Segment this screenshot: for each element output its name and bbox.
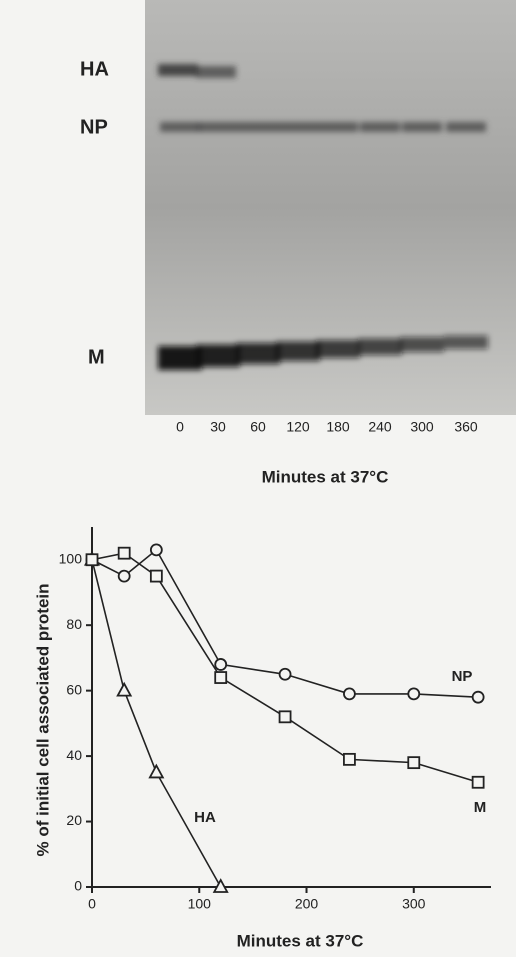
point [214,658,228,671]
gel-band [158,64,198,76]
lane-label: 120 [286,419,310,435]
y-tick-label: 0 [74,878,82,894]
gel-xlabel: Minutes at 37°C [262,467,389,486]
point [471,690,485,704]
point [212,878,229,893]
x-axis-label: Minutes at 37°C [237,931,364,950]
lane-label: 0 [176,419,184,435]
gel-band [158,346,202,370]
point [407,756,421,770]
y-tick-label: 60 [66,681,82,697]
series-label: HA [194,809,216,826]
gel-band [196,344,240,367]
series-label: NP [452,668,473,685]
series-line [91,548,479,698]
x-tick-label: 100 [188,896,212,912]
point [116,681,133,697]
gel-band [402,122,442,132]
band-label: NP [80,116,108,138]
gel-bands [158,64,488,370]
lane-label: 180 [326,419,350,435]
gel-band [276,341,320,361]
gel-band [278,122,318,132]
point [117,546,131,560]
point [343,687,356,701]
series-label: M [474,799,487,816]
y-axis-label: % of initial cell associated protein [33,583,52,856]
y-tick-label: 40 [66,747,82,763]
gel-band [160,122,200,132]
gel-band [446,122,486,132]
point [278,710,292,724]
point [148,763,165,779]
gel-band [316,340,360,358]
lane-label: 360 [454,419,478,435]
series-line [91,559,222,888]
point [85,553,99,567]
band-label: HA [80,58,109,80]
x-tick-label: 0 [88,896,96,912]
gel-labels: HA NP M Minutes at 37°C [80,58,388,486]
point [117,569,131,583]
lane-label: 300 [410,419,434,435]
y-tick-label: 100 [59,550,83,566]
gel-band [198,122,238,132]
x-tick-label: 300 [402,896,426,912]
lane-label: 60 [250,419,266,435]
point [149,543,163,557]
gel-band [358,338,402,355]
gel-band [400,337,444,352]
gel-band [360,122,400,132]
band-label: M [88,346,105,368]
y-tick-label: 80 [66,616,82,632]
point [407,687,421,701]
lane-label: 240 [368,419,392,435]
gel-band [196,66,236,78]
lane-label: 30 [210,419,226,435]
gel-band [318,122,358,132]
point [471,775,485,789]
series-line [91,552,479,784]
gel-band [238,122,278,132]
point [343,752,356,766]
x-tick-label: 200 [295,896,319,912]
point [278,667,292,681]
y-tick-label: 20 [66,812,82,828]
point [214,671,228,684]
gel-band [444,335,488,349]
gel-band [236,343,280,364]
point [149,569,163,583]
